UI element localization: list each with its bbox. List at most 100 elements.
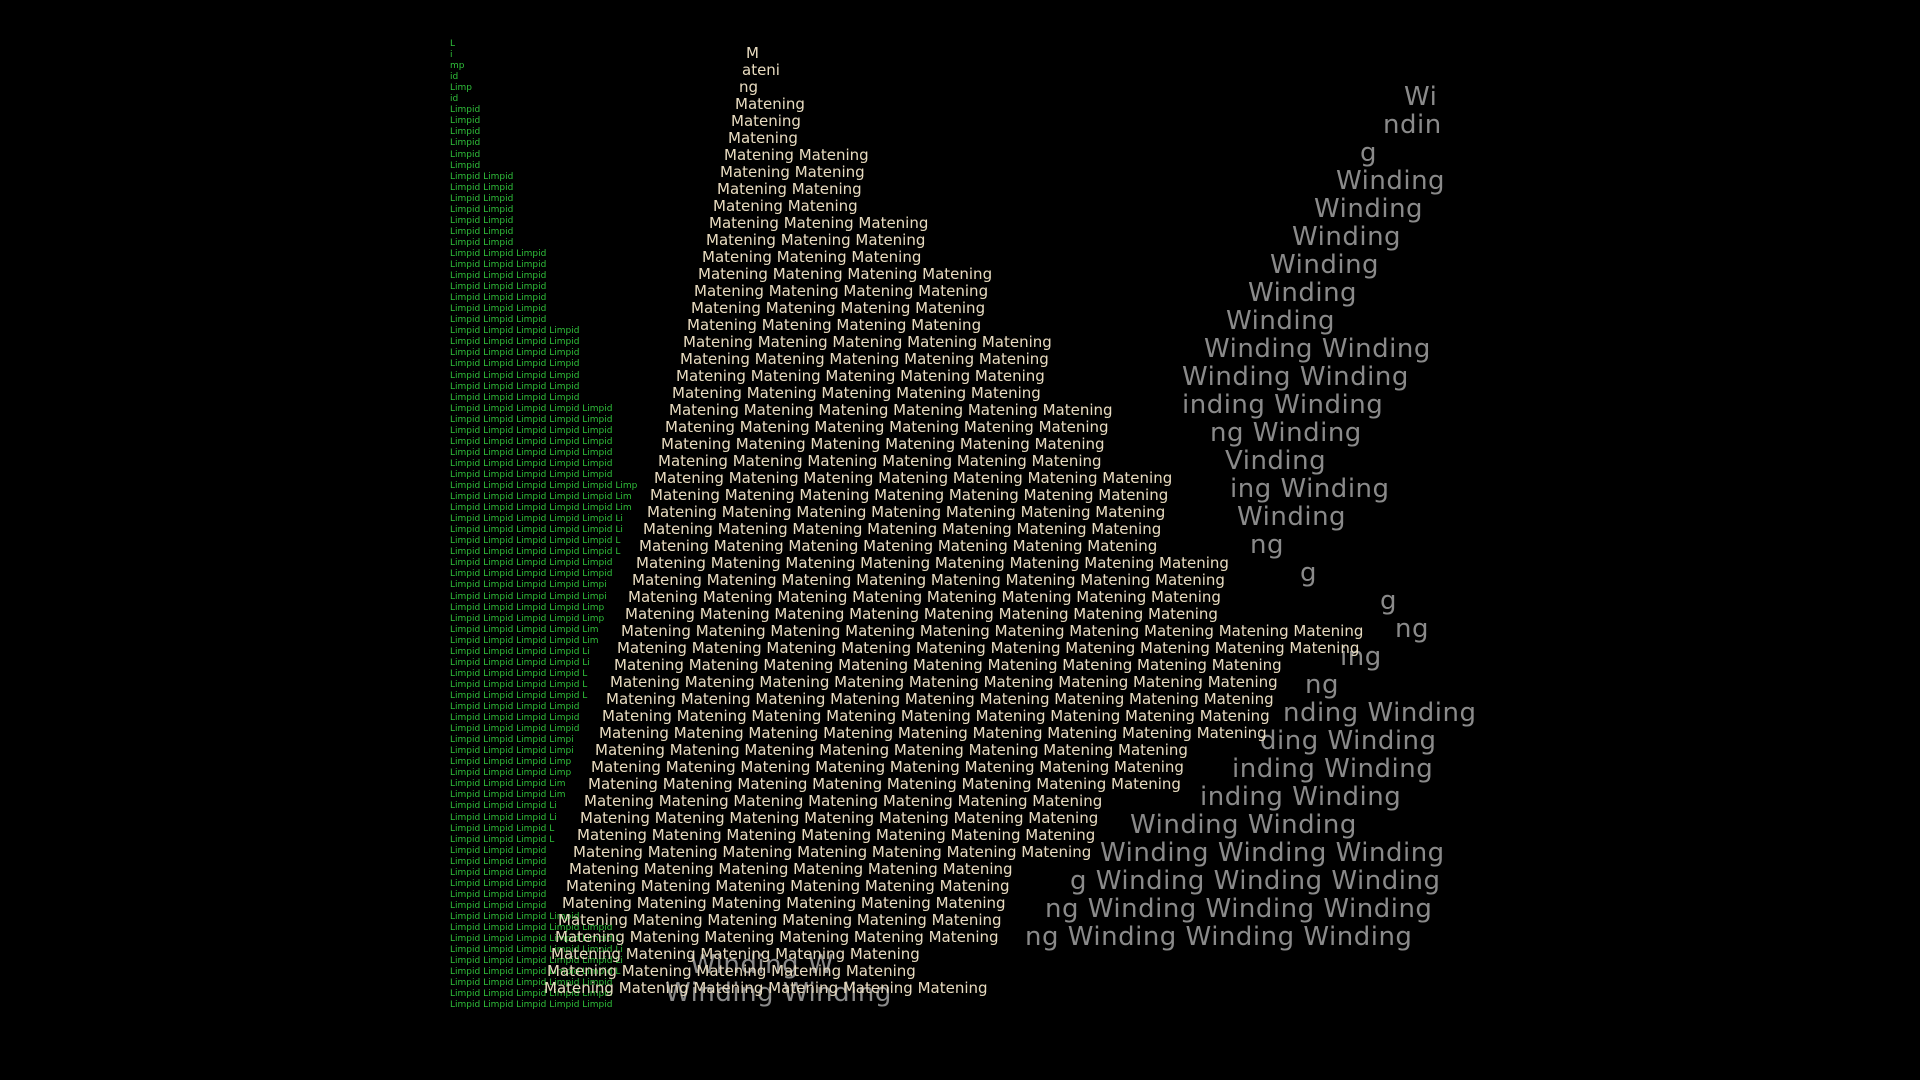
matening-text-line: Matening Matening Matening Matening Mate… <box>584 792 1103 810</box>
limpid-text-line: Limpid Limpid Limpid L <box>450 823 555 834</box>
matening-text-line: Matening <box>731 112 801 130</box>
limpid-text-line: Limpid Limpid Limpid Limpid <box>450 359 580 370</box>
winding-text-line: Winding <box>1248 278 1358 308</box>
matening-text-line: Matening Matening Matening Matening Mate… <box>562 894 1006 912</box>
limpid-text-line: Limpid Limpid Limpid <box>450 282 547 293</box>
winding-text-line: Winding Winding <box>1204 334 1431 364</box>
matening-text-line: Matening Matening Matening Matening <box>691 299 986 317</box>
matening-text-line: Matening Matening Matening Matening Mate… <box>621 622 1364 640</box>
matening-text-line: Matening Matening Matening Matening Mate… <box>614 656 1282 674</box>
matening-text-line: Matening Matening Matening Matening Mate… <box>650 486 1169 504</box>
matening-text-line: Matening Matening Matening Matening Mate… <box>588 775 1181 793</box>
limpid-text-line: Limpid Limpid <box>450 226 514 237</box>
winding-text-line: ing <box>1340 642 1382 672</box>
limpid-text-line: Limpid Limpid Limpid Limpid Limpid L <box>450 967 621 978</box>
matening-text-line: Matening Matening Matening Matening Mate… <box>665 418 1109 436</box>
limpid-text-line: Limpid Limpid Limpid Limpid Limpid <box>450 1000 613 1011</box>
matening-text-line: Matening Matening Matening Matening Mate… <box>544 979 988 997</box>
limpid-text-line: Limpid Limpid Limpid Limpid Limpid <box>450 469 613 480</box>
winding-text-line: inding Winding <box>1182 390 1384 420</box>
limpid-text-line: Limpid Limpid Limpid Limpid Limpid <box>450 978 613 989</box>
winding-text-line: Winding <box>1336 166 1446 196</box>
limpid-text-line: Limpid Limpid <box>450 171 514 182</box>
limpid-text-line: Limpid Limpid Limpid Limp <box>450 757 572 768</box>
limpid-text-line: Limpid Limpid <box>450 237 514 248</box>
matening-text-line: Matening Matening Matening Matening Mate… <box>595 741 1188 759</box>
limpid-text-line: Limpid Limpid Limpid Limpi <box>450 735 574 746</box>
matening-text-line: Matening Matening Matening Matening <box>694 282 989 300</box>
matening-text-line: Matening Matening Matening Matening Mate… <box>658 452 1102 470</box>
limpid-text-line: Limpid Limpid Limpid <box>450 900 547 911</box>
winding-text-line: nding Winding <box>1283 698 1477 728</box>
matening-text-line: ateni <box>742 61 780 79</box>
winding-text-line: Winding Winding <box>665 978 892 1008</box>
limpid-text-line: Limpid Limpid Limpid Limpid <box>450 713 580 724</box>
limpid-text-line: Limpid Limpid <box>450 204 514 215</box>
matening-text-line: Matening Matening Matening Matening Mate… <box>676 367 1045 385</box>
winding-text-line: ng <box>1305 670 1339 700</box>
limpid-text-line: Limpid Limpid Limpid Limpid Limpid Limp <box>450 481 638 491</box>
limpid-text-line: Limpid Limpid Limpid Limpid Limpid Li <box>450 525 623 536</box>
winding-text-line: Vinding <box>1225 446 1327 476</box>
matening-text-line: ng <box>739 78 759 96</box>
matening-text-line: Matening Matening Matening Matening Mate… <box>683 333 1052 351</box>
limpid-text-line: Limpid Limpid Limpid Limpid Limpid L <box>450 536 621 547</box>
limpid-text-line: Limpid Limpid Limpid <box>450 845 547 856</box>
matening-text-line: Matening <box>728 129 798 147</box>
limpid-text-line: i <box>450 50 453 61</box>
matening-text-line: Matening Matening Matening Matening Mate… <box>569 860 1013 878</box>
winding-text-line: g Winding Winding Winding <box>1070 866 1441 896</box>
matening-text-line: Matening Matening Matening Matening Mate… <box>566 877 1010 895</box>
limpid-text-line: Limpid Limpid Limpid Limpid Limpid <box>450 414 613 425</box>
matening-text-line: Matening Matening <box>713 197 858 215</box>
winding-text-line: ndin <box>1383 110 1442 140</box>
limpid-text-line: Limpid Limpid <box>450 193 514 204</box>
matening-text-line: Matening Matening Matening Matening Mate… <box>647 503 1166 521</box>
limpid-text-line: Limpid Limpid <box>450 215 514 226</box>
matening-text-line: Matening Matening Matening Matening Mate… <box>617 639 1360 657</box>
winding-text-line: g <box>1300 558 1318 588</box>
winding-text-line: Winding <box>1237 502 1347 532</box>
limpid-text-line: Limpid Limpid Limpid Limpid <box>450 381 580 392</box>
matening-text-line: Matening Matening Matening Matening Mate… <box>599 724 1267 742</box>
limpid-text-line: Limpid Limpid Limpid Limpid L <box>450 668 588 679</box>
winding-text-line: ing Winding <box>1230 474 1390 504</box>
limpid-text-line: Limpid Limpid Limpid Limpid <box>450 348 580 359</box>
winding-text-line: inding Winding <box>1232 754 1434 784</box>
limpid-text-line: Limpid Limpid Limpid Limpid Limpid Lim <box>450 492 632 503</box>
winding-text-line: Winding Winding <box>1182 362 1409 392</box>
matening-text-line: Matening Matening <box>717 180 862 198</box>
limpid-text-line: Limpid Limpid Limpid Limpi <box>450 746 574 757</box>
winding-text-line: ng Winding Winding Winding <box>1025 922 1413 952</box>
winding-text-line: ding Winding <box>1260 726 1437 756</box>
winding-text-line: Winding <box>1226 306 1336 336</box>
limpid-text-line: Limpid Limpid Limpid Limpid Lim <box>450 635 599 646</box>
limpid-text-line: Limpid Limpid Limpid Limpid Limpid <box>450 923 613 933</box>
winding-text-line: g <box>1360 138 1378 168</box>
winding-text-line: inding Winding <box>1200 782 1402 812</box>
matening-text-line: Matening Matening Matening Matening Mate… <box>577 826 1096 844</box>
matening-text-line: Matening Matening Matening Matening Mate… <box>632 571 1225 589</box>
matening-text-line: Matening Matening Matening Matening Mate… <box>610 673 1278 691</box>
limpid-text-line: id <box>450 94 459 105</box>
limpid-text-line: Limpid Limpid Limpid Limpid <box>450 702 580 712</box>
limpid-text-line: Limpid Limpid Limpid Lim <box>450 790 566 801</box>
limpid-text-line: Limpid Limpid Limpid Li <box>450 812 557 823</box>
matening-text-line: Matening Matening Matening Matening Mate… <box>639 537 1158 555</box>
limpid-text-line: Limpid Limpid Limpid Limpid Limpid <box>450 403 613 414</box>
limpid-text-line: Limpid Limpid Limpid Limpid Limpid <box>450 447 613 458</box>
limpid-text-line: Limpid Limpid Limpid <box>450 248 547 259</box>
winding-text-line: Winding <box>1270 250 1380 280</box>
limpid-text-line: Limpid Limpid Limpid <box>450 304 547 315</box>
winding-text-line: Winding Winding <box>1130 810 1357 840</box>
limpid-text-line: Limpid <box>450 116 481 127</box>
limpid-text-line: Limpid <box>450 149 481 160</box>
limpid-text-line: Limpid Limpid Limpid Limpid Limpi <box>450 580 607 591</box>
limpid-text-line: Limpid <box>450 105 481 116</box>
winding-text-line: ng <box>1395 614 1429 644</box>
limpid-text-line: L <box>450 39 456 49</box>
winding-text-line: Wi <box>1404 82 1438 112</box>
